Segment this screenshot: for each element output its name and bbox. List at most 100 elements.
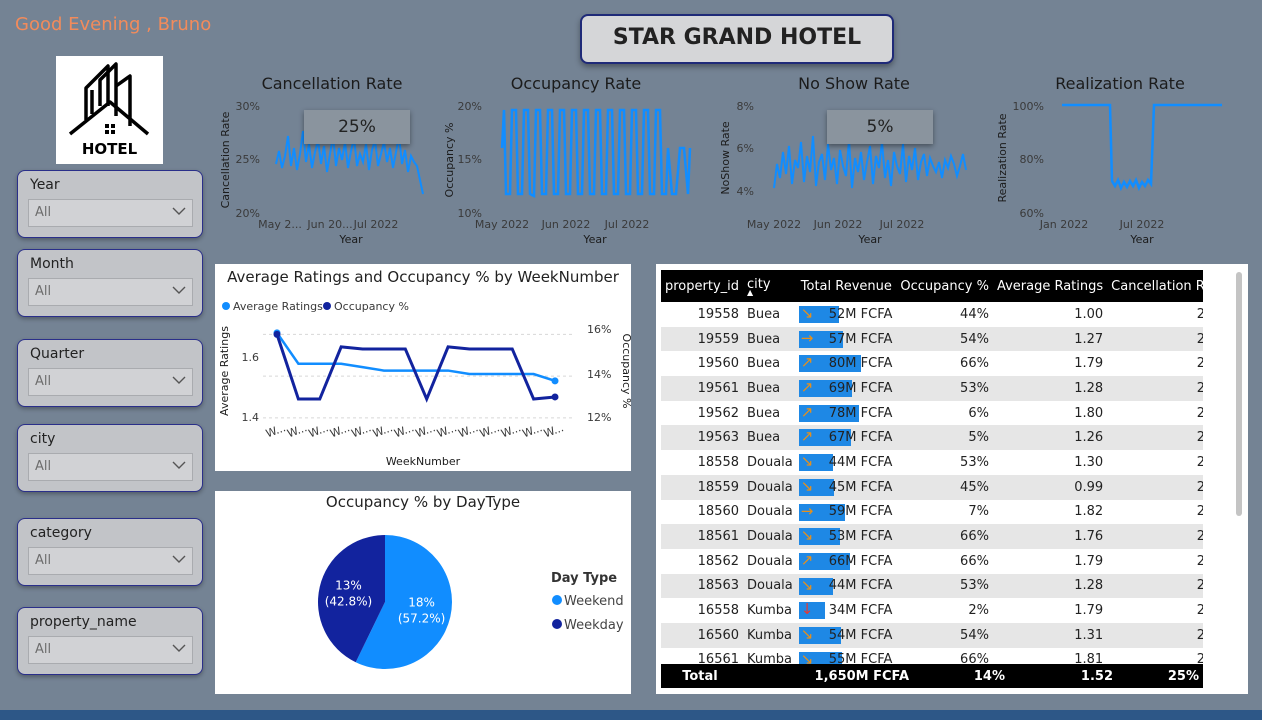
x-tick: W... (350, 421, 373, 440)
cell-property-id: 18561 (661, 524, 744, 549)
revenue-databar (798, 454, 833, 472)
daytype-pie-panel: Occupancy % by DayType 18% (57.2%) 13% (42.… (215, 491, 631, 694)
cell-total-revenue: ↘ 54M FCFA (796, 622, 897, 648)
cell-city: Buea (743, 326, 797, 352)
cell-property-id: 19559 (661, 326, 744, 352)
category-dropdown[interactable]: All (28, 547, 193, 575)
legend-marker-weekend (552, 595, 562, 605)
total-label: Total (661, 664, 739, 688)
y-tick: 1.4 (242, 411, 260, 424)
no-show-line (773, 135, 967, 189)
x-tick: Jun 2022 (813, 218, 863, 231)
data-point[interactable] (551, 377, 559, 385)
column-header-cancellation-rate[interactable]: Cancellation Rate (1107, 270, 1203, 302)
legend-label-weekend: Weekend (564, 594, 624, 609)
cell-total-revenue: ↗ 66M FCFA (796, 548, 897, 574)
y-tick: 20% (236, 207, 260, 220)
cell-average-rating: 1.79 (992, 548, 1108, 574)
column-header-total-revenue[interactable]: Total Revenue (796, 270, 897, 302)
cell-average-rating: 1.00 (992, 302, 1108, 327)
legend-label-weekday: Weekday (564, 618, 624, 633)
cell-average-rating: 1.76 (992, 524, 1108, 549)
cell-cancellation-rate: 24% (1107, 376, 1203, 401)
cell-cancellation-rate: 25% (1107, 548, 1203, 574)
y-tick: 10% (458, 207, 482, 220)
y-tick: 1.6 (242, 351, 260, 364)
pie-label-value: 18% (408, 595, 435, 609)
data-point[interactable] (273, 330, 281, 338)
cell-average-rating: 1.27 (992, 326, 1108, 352)
cell-property-id: 19558 (661, 302, 744, 327)
trend-arrow-icon: ↓ (800, 600, 814, 619)
revenue-value: 55M FCFA (828, 652, 893, 668)
column-header-average-ratings[interactable]: Average Ratings (992, 270, 1108, 302)
cell-cancellation-rate: 24% (1107, 524, 1203, 549)
cell-occupancy: 53% (896, 573, 993, 599)
cell-total-revenue: ↗ 78M FCFA (796, 400, 897, 426)
column-header-city[interactable]: city ▲ (743, 270, 797, 302)
revenue-databar (798, 503, 845, 521)
revenue-value: 80M FCFA (828, 356, 893, 372)
legend-marker-ratings (222, 302, 230, 310)
city-dropdown[interactable]: All (28, 453, 193, 481)
column-header-occupancy[interactable]: Occupancy % (896, 270, 993, 302)
cell-property-id: 19560 (661, 351, 744, 377)
cell-average-rating: 1.82 (992, 499, 1108, 525)
table-scrollbar[interactable] (1236, 272, 1242, 516)
cell-total-revenue: ↘ 44M FCFA (796, 450, 897, 475)
cell-average-rating: 1.28 (992, 573, 1108, 599)
property-name-dropdown[interactable]: All (28, 636, 193, 664)
column-header-property-id[interactable]: property_id (661, 270, 744, 302)
quarter-dropdown[interactable]: All (28, 368, 193, 396)
x-tick: May 2022 (747, 218, 801, 231)
cell-property-id: 18560 (661, 499, 744, 525)
chevron-down-icon (172, 207, 186, 215)
trend-arrow-icon: ↘ (800, 649, 814, 668)
legend-label-occupancy: Occupancy % (334, 300, 409, 313)
cell-total-revenue: ↗ 69M FCFA (796, 376, 897, 401)
revenue-databar (798, 306, 839, 323)
slicer-year: Year All (17, 170, 203, 238)
x-axis-label: Year (857, 233, 882, 246)
year-dropdown[interactable]: All (28, 199, 193, 227)
cell-occupancy: 45% (896, 474, 993, 500)
table-viewport[interactable]: property_id city ▲ Total Revenue Occupanc… (661, 270, 1203, 688)
pie-slice-weekday[interactable] (318, 535, 385, 663)
revenue-databar (798, 380, 852, 398)
cell-cancellation-rate: 24% (1107, 622, 1203, 648)
cell-average-rating: 1.79 (992, 598, 1108, 623)
y2-axis-label: Occupancy % (620, 334, 631, 409)
pie-slice-weekend[interactable] (355, 535, 453, 669)
cell-property-id: 19561 (661, 376, 744, 401)
month-dropdown[interactable]: All (28, 278, 193, 306)
x-tick: W... (499, 421, 522, 440)
x-tick: May 2022 (475, 218, 529, 231)
trend-arrow-icon: → (800, 328, 814, 347)
total-row: Total 1,650M FCFA 14% 1.52 25% (661, 664, 1203, 688)
total-rating: 1.52 (1009, 664, 1117, 688)
cell-property-id: 16560 (661, 622, 744, 648)
trend-arrow-icon: ↗ (800, 550, 814, 569)
y-axis-label: Average Ratings (218, 326, 231, 416)
trend-arrow-icon: → (800, 501, 814, 520)
y-axis-label: NoShow Rate (719, 121, 732, 195)
table-header-row: property_id city ▲ Total Revenue Occupanc… (661, 270, 1203, 302)
cell-city: Douala (743, 499, 797, 525)
data-point[interactable] (551, 393, 559, 401)
building-icon (68, 62, 150, 136)
